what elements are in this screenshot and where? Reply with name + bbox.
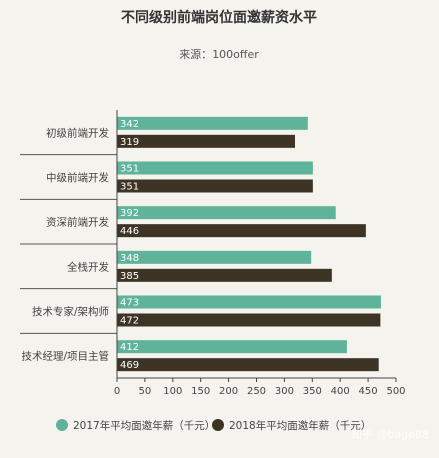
- chart-subtitle: 来源：100offer: [179, 47, 259, 61]
- bar-2017: [117, 295, 381, 309]
- category-label: 全栈开发: [67, 260, 109, 273]
- data-label: 319: [120, 137, 139, 148]
- x-tick-label: 500: [386, 386, 405, 397]
- x-tick-label: 100: [163, 386, 182, 397]
- category-label: 资深前端开发: [46, 216, 109, 229]
- legend-marker: [212, 419, 224, 431]
- x-tick-label: 250: [247, 386, 266, 397]
- x-tick-label: 150: [191, 386, 210, 397]
- x-tick-label: 0: [114, 386, 120, 397]
- category-label: 技术专家/架构师: [32, 305, 109, 318]
- category-label: 初级前端开发: [46, 126, 109, 139]
- bar-2018: [117, 268, 332, 282]
- bar-2017: [117, 116, 308, 130]
- x-tick-label: 350: [303, 386, 322, 397]
- x-tick-label: 400: [331, 386, 350, 397]
- category-label: 中级前端开发: [46, 171, 109, 184]
- category-label: 技术经理/项目主管: [21, 350, 109, 363]
- x-tick-label: 300: [275, 386, 294, 397]
- watermark: 知乎 @bage88: [351, 427, 429, 441]
- data-label: 412: [120, 342, 139, 353]
- legend-label: 2018年平均面邀年薪（千元）: [229, 419, 371, 432]
- x-tick-label: 200: [219, 386, 238, 397]
- data-label: 351: [120, 164, 139, 175]
- bar-2017: [117, 206, 336, 220]
- data-label: 342: [120, 119, 139, 130]
- bar-2017: [117, 340, 347, 354]
- data-label: 472: [120, 316, 139, 327]
- bar-2018: [117, 313, 381, 327]
- bar-2018: [117, 224, 366, 238]
- x-tick-label: 50: [139, 386, 152, 397]
- bar-2018: [117, 134, 296, 148]
- bar-2017: [117, 250, 312, 264]
- bar-2017: [117, 161, 313, 175]
- data-label: 392: [120, 208, 139, 219]
- x-tick-label: 450: [359, 386, 378, 397]
- chart-title: 不同级别前端岗位面邀薪资水平: [121, 9, 317, 26]
- data-label: 348: [120, 253, 139, 264]
- data-label: 473: [120, 298, 139, 309]
- bar-2018: [117, 358, 379, 372]
- legend-marker: [56, 419, 68, 431]
- data-label: 385: [120, 271, 139, 282]
- data-label: 351: [120, 182, 139, 193]
- data-label: 469: [120, 360, 139, 371]
- plot-area: 初级前端开发 342 319 中级前端开发 351 351 资深前端开发 392 446 全栈开发…: [20, 110, 406, 397]
- bar-2018: [117, 179, 313, 193]
- legend-label: 2017年平均面邀年薪（千元）: [73, 419, 215, 432]
- data-label: 446: [120, 226, 139, 237]
- legend: 2017年平均面邀年薪（千元） 2018年平均面邀年薪（千元）: [56, 419, 371, 432]
